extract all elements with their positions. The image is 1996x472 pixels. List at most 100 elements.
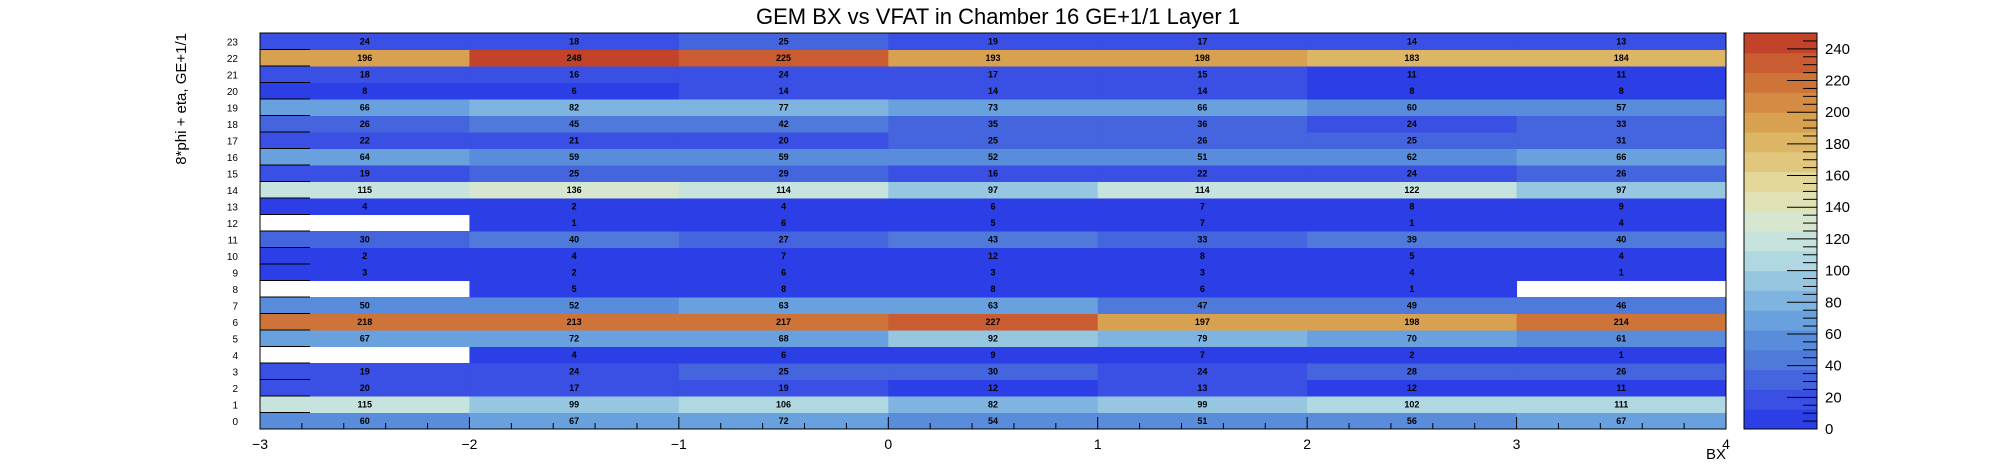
heatmap-cell <box>678 99 889 116</box>
cell-value-label: 14 <box>779 86 789 96</box>
colorbar-band <box>1744 151 1817 173</box>
heatmap-cell <box>469 346 680 364</box>
y-tick-label: 9 <box>232 268 238 279</box>
cell-value-label: 8 <box>781 284 786 294</box>
heatmap-cell <box>469 330 680 347</box>
heatmap-cell <box>1097 99 1308 116</box>
cell-value-label: 114 <box>1195 185 1210 195</box>
heatmap-cell <box>260 148 470 166</box>
cell-value-label: 25 <box>1407 135 1417 145</box>
cell-value-label: 60 <box>360 416 370 426</box>
cell-value-label: 183 <box>1404 53 1419 63</box>
heatmap-cell <box>678 264 889 281</box>
heatmap-cell <box>260 132 470 149</box>
heatmap-cell <box>1097 396 1308 413</box>
heatmap-cell <box>678 247 889 265</box>
heatmap-cell <box>888 330 1099 347</box>
cell-value-label: 115 <box>357 399 372 409</box>
heatmap-cell <box>1097 181 1308 199</box>
heatmap-cell <box>469 165 680 182</box>
heatmap-cell <box>1097 115 1308 133</box>
heatmap-cell <box>1097 363 1308 380</box>
heatmap-cell <box>260 66 470 83</box>
heatmap-cell <box>260 363 470 380</box>
heatmap-cell <box>888 165 1099 182</box>
cell-value-label: 14 <box>1197 86 1207 96</box>
colorbar-tick-label: 140 <box>1825 199 1850 216</box>
y-tick-label: 20 <box>227 87 239 98</box>
heatmap-cell <box>1516 396 1727 413</box>
heatmap-cell <box>888 346 1099 364</box>
cell-value-label: 49 <box>1407 300 1417 310</box>
heatmap-cell <box>1307 313 1518 331</box>
cell-value-label: 77 <box>779 102 789 112</box>
y-tick-label: 8 <box>232 285 238 296</box>
heatmap-cell <box>1307 396 1518 413</box>
heatmap-cell <box>469 66 680 83</box>
cell-value-label: 11 <box>1617 383 1627 393</box>
heatmap-cell <box>888 115 1099 133</box>
colorbar-band <box>1744 310 1817 331</box>
cell-value-label: 11 <box>1407 69 1417 79</box>
cell-value-label: 217 <box>776 317 791 327</box>
cell-value-label: 25 <box>779 366 789 376</box>
cell-value-label: 14 <box>988 86 998 96</box>
heatmap-cell <box>888 132 1099 149</box>
cell-value-label: 102 <box>1404 399 1419 409</box>
cell-value-label: 184 <box>1614 53 1629 63</box>
heatmap-cell <box>1307 82 1518 100</box>
cell-value-label: 26 <box>1616 168 1626 178</box>
colorbar-band <box>1744 72 1817 93</box>
heatmap-cell <box>1516 247 1727 265</box>
heatmap-cell <box>1097 198 1308 215</box>
cell-value-label: 67 <box>360 333 370 343</box>
heatmap-cell <box>469 363 680 380</box>
heatmap-cell <box>1307 379 1518 397</box>
heatmap-cell <box>260 247 470 265</box>
colorbar-tick-label: 0 <box>1825 421 1833 438</box>
heatmap-cell <box>260 330 470 347</box>
x-tick-label: −3 <box>252 436 268 452</box>
y-tick-label: 14 <box>227 186 239 197</box>
y-tick-label: 18 <box>227 120 239 131</box>
y-tick-label: 0 <box>232 417 238 428</box>
heatmap-cell <box>1097 330 1308 347</box>
colorbar-band <box>1744 231 1817 252</box>
heatmap-cell <box>260 379 470 397</box>
heatmap-cell <box>260 231 470 248</box>
x-tick-label: −2 <box>461 436 477 452</box>
cell-value-label: 12 <box>988 383 998 393</box>
heatmap-cell <box>469 198 680 215</box>
cell-value-label: 26 <box>360 119 370 129</box>
y-tick-label: 22 <box>227 54 239 65</box>
colorbar-band <box>1744 330 1817 351</box>
colorbar-tick-label: 80 <box>1825 294 1842 311</box>
heatmap-cell <box>1516 49 1727 67</box>
x-tick-label: −1 <box>671 436 687 452</box>
colorbar-tick-label: 240 <box>1825 41 1850 58</box>
colorbar-band <box>1744 191 1817 212</box>
colorbar-tick-label: 220 <box>1825 73 1850 90</box>
cell-value-label: 24 <box>1407 119 1417 129</box>
y-tick-label: 17 <box>227 136 239 147</box>
heatmap-cell <box>888 247 1099 265</box>
cell-value-label: 36 <box>1197 119 1207 129</box>
heatmap-cell <box>1097 231 1308 248</box>
cell-value-label: 213 <box>567 317 582 327</box>
heatmap-cell <box>1097 313 1308 331</box>
heatmap-cell <box>469 214 680 232</box>
heatmap-cell <box>678 280 889 298</box>
cell-value-label: 79 <box>1197 333 1207 343</box>
cell-value-label: 59 <box>569 152 579 162</box>
heatmap-cell <box>1307 66 1518 83</box>
heatmap-cell <box>888 33 1099 50</box>
heatmap-cell <box>469 33 680 50</box>
heatmap-cell <box>260 198 470 215</box>
y-tick-label: 1 <box>232 400 238 411</box>
cell-value-label: 59 <box>779 152 789 162</box>
cell-value-label: 8 <box>1200 251 1205 261</box>
heatmap-cells <box>260 33 1727 430</box>
cell-value-label: 40 <box>569 234 579 244</box>
cell-value-label: 99 <box>569 399 579 409</box>
heatmap-cell <box>1516 231 1727 248</box>
